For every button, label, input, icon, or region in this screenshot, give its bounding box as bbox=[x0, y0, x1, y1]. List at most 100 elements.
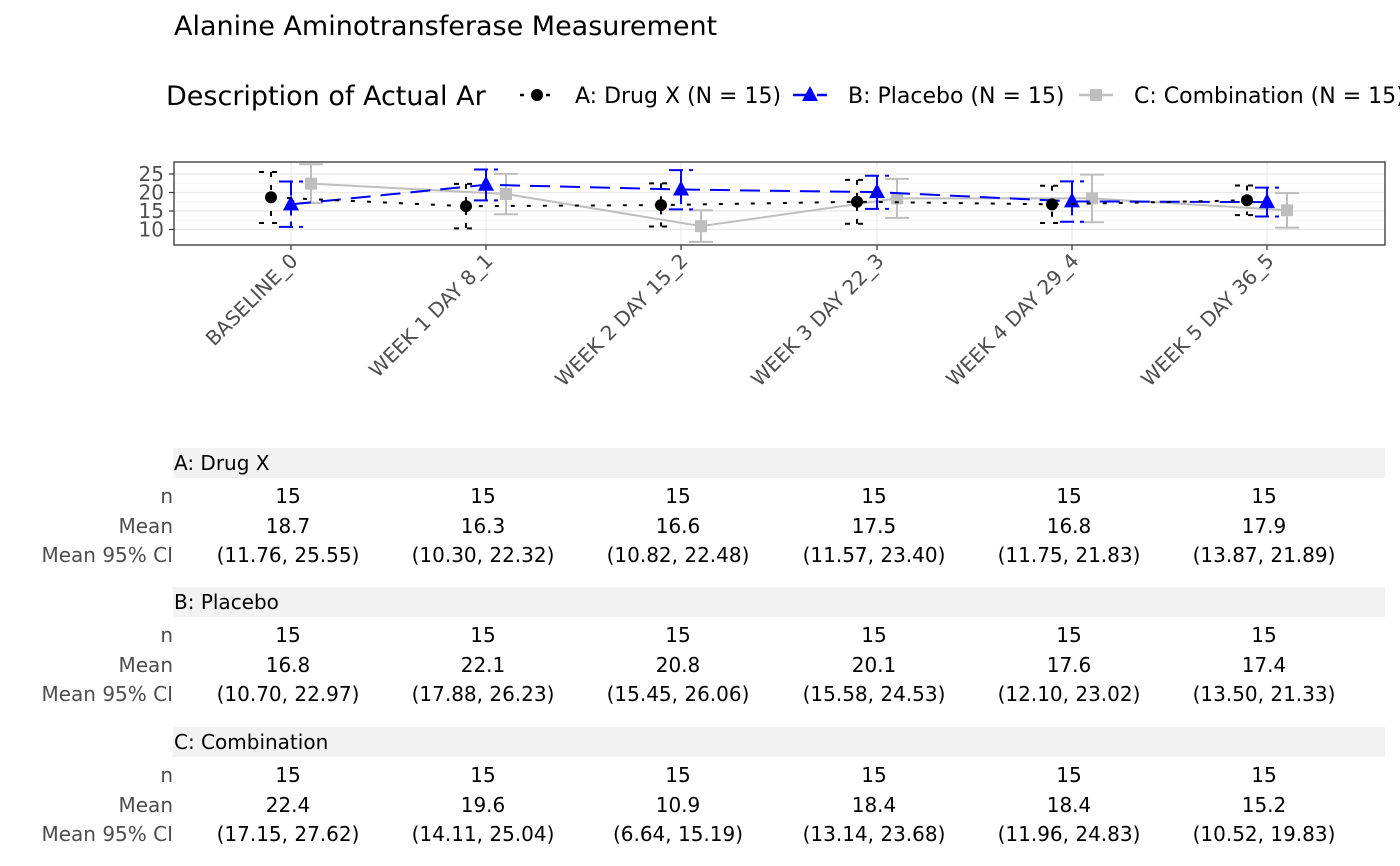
table-cell: 22.4 bbox=[265, 792, 311, 817]
legend-entry-2: C: Combination (N = 15) bbox=[1134, 84, 1400, 109]
table-cell: 15 bbox=[1056, 484, 1082, 508]
data-point-1-1 bbox=[478, 175, 494, 191]
error-bar-1-3 bbox=[865, 174, 889, 210]
row-label: Mean 95% CI bbox=[41, 543, 173, 567]
legend-entry-1: B: Placebo (N = 15) bbox=[848, 84, 1064, 109]
data-point-1-5 bbox=[1259, 193, 1275, 209]
table-cell: 10.9 bbox=[655, 792, 701, 817]
data-point-2-0 bbox=[305, 177, 317, 190]
table-cell: (17.15, 27.62) bbox=[216, 822, 360, 846]
table-cell: 17.9 bbox=[1241, 513, 1287, 538]
row-label: Mean 95% CI bbox=[41, 822, 173, 846]
data-point-0-5 bbox=[1241, 194, 1253, 207]
legend-entry-0: A: Drug X (N = 15) bbox=[575, 84, 781, 109]
table-cell: 20.1 bbox=[851, 652, 897, 677]
table-cell: 15 bbox=[1251, 623, 1277, 647]
table-cell: 15 bbox=[470, 623, 496, 647]
table-cell: 15 bbox=[1056, 763, 1082, 787]
table-cell: 22.1 bbox=[460, 652, 506, 677]
table-cell: 15 bbox=[1056, 623, 1082, 647]
table-cell: 15 bbox=[861, 763, 887, 787]
error-bar-0-2 bbox=[649, 182, 673, 228]
data-point-2-2 bbox=[695, 220, 707, 233]
group-header: B: Placebo bbox=[173, 587, 1385, 617]
data-point-1-3 bbox=[869, 183, 885, 199]
table-cell: (13.14, 23.68) bbox=[802, 822, 946, 846]
table-cell: (13.87, 21.89) bbox=[1192, 543, 1336, 567]
row-label: n bbox=[160, 484, 173, 508]
series-line-0 bbox=[270, 196, 1248, 208]
data-point-0-3 bbox=[851, 195, 863, 208]
table-cell: (11.75, 21.83) bbox=[997, 543, 1141, 567]
table-cell: 15 bbox=[275, 763, 301, 787]
table-cell: 15 bbox=[275, 623, 301, 647]
panel-border bbox=[173, 161, 1386, 246]
data-point-1-0 bbox=[283, 195, 299, 211]
y-tick-label-2: 20 bbox=[139, 181, 164, 205]
table-cell: 17.6 bbox=[1046, 652, 1092, 677]
table-cell: (11.57, 23.40) bbox=[802, 543, 946, 567]
table-cell: 15 bbox=[665, 623, 691, 647]
error-bar-0-3 bbox=[845, 178, 869, 225]
row-label: Mean bbox=[118, 513, 174, 538]
table-cell: 15 bbox=[861, 484, 887, 508]
row-label: n bbox=[160, 763, 173, 787]
data-point-1-2 bbox=[673, 180, 689, 196]
table-cell: 15 bbox=[470, 484, 496, 508]
table-cell: (17.88, 26.23) bbox=[411, 682, 555, 706]
row-label: Mean 95% CI bbox=[41, 682, 173, 706]
table-cell: 19.6 bbox=[460, 792, 506, 817]
table-cell: (11.96, 24.83) bbox=[997, 822, 1141, 846]
table-cell: (12.10, 23.02) bbox=[997, 682, 1141, 706]
row-label: Mean bbox=[118, 652, 174, 677]
table-cell: (6.64, 15.19) bbox=[612, 822, 744, 846]
legend-key-marker-2 bbox=[1090, 89, 1102, 101]
x-tick-label-3: WEEK 3 DAY 22_3 bbox=[746, 249, 889, 392]
x-tick-label-1: WEEK 1 DAY 8_1 bbox=[364, 249, 498, 383]
table-cell: 16.8 bbox=[265, 652, 311, 677]
table-cell: 15 bbox=[665, 763, 691, 787]
table-cell: 18.7 bbox=[265, 513, 311, 538]
table-cell: 18.4 bbox=[851, 792, 897, 817]
table-cell: (11.76, 25.55) bbox=[216, 543, 360, 567]
table-cell: (15.58, 24.53) bbox=[802, 682, 946, 706]
legend-key-marker-0 bbox=[531, 89, 543, 101]
table-cell: (13.50, 21.33) bbox=[1192, 682, 1336, 706]
table-cell: 17.5 bbox=[851, 513, 897, 538]
table-cell: 15.2 bbox=[1241, 792, 1287, 817]
error-bar-1-5 bbox=[1255, 186, 1279, 218]
table-cell: 20.8 bbox=[655, 652, 701, 677]
table-cell: 18.4 bbox=[1046, 792, 1092, 817]
table-cell: (10.30, 22.32) bbox=[411, 543, 555, 567]
data-point-2-5 bbox=[1281, 204, 1293, 217]
data-point-2-1 bbox=[500, 187, 512, 200]
table-cell: 17.4 bbox=[1241, 652, 1287, 677]
y-tick-label-3: 25 bbox=[139, 162, 164, 186]
row-label: n bbox=[160, 623, 173, 647]
series-line-1 bbox=[290, 183, 1268, 206]
data-point-0-1 bbox=[460, 200, 472, 213]
data-point-1-4 bbox=[1064, 192, 1080, 208]
table-cell: 16.3 bbox=[460, 513, 506, 538]
group-header: C: Combination bbox=[173, 727, 1385, 757]
error-bar-0-1 bbox=[454, 182, 478, 230]
x-tick-label-0: BASELINE_0 bbox=[201, 249, 303, 351]
chart: Alanine Aminotransferase Measurement Desc… bbox=[139, 11, 1400, 392]
error-bar-0-4 bbox=[1040, 184, 1064, 225]
table-cell: 15 bbox=[861, 623, 887, 647]
table-cell: (10.70, 22.97) bbox=[216, 682, 360, 706]
row-label: Mean bbox=[118, 792, 174, 817]
data-point-2-3 bbox=[891, 192, 903, 205]
data-point-0-4 bbox=[1046, 198, 1058, 211]
table-cell: (15.45, 26.06) bbox=[606, 682, 750, 706]
x-tick-label-2: WEEK 2 DAY 15_2 bbox=[550, 249, 693, 392]
group-header: A: Drug X bbox=[173, 448, 1385, 478]
table-cell: 15 bbox=[1251, 763, 1277, 787]
table-cell: 15 bbox=[1251, 484, 1277, 508]
table-cell: (14.11, 25.04) bbox=[411, 822, 555, 846]
series-line-2 bbox=[310, 182, 1288, 228]
table-cell: 15 bbox=[665, 484, 691, 508]
legend-title: Description of Actual Ar bbox=[166, 81, 487, 112]
table-cell: 16.6 bbox=[655, 513, 701, 538]
error-bar-0-0 bbox=[259, 170, 283, 224]
